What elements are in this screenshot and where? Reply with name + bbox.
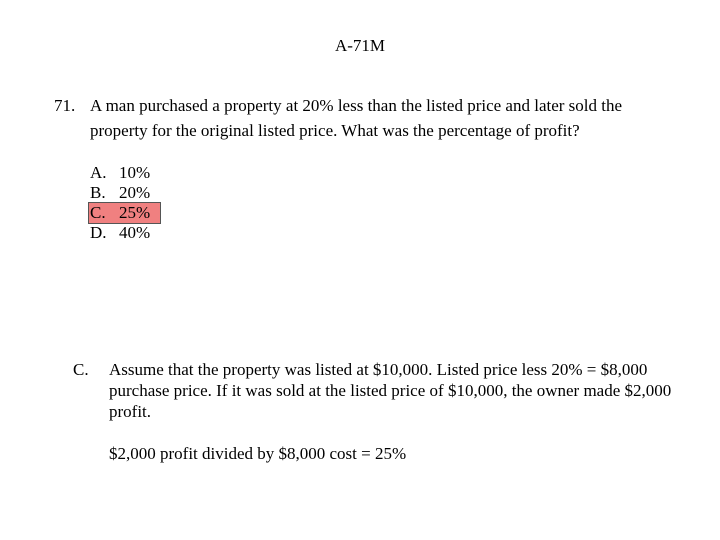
option-letter: D. xyxy=(90,223,107,242)
slide-title: A-71M xyxy=(334,36,386,55)
question-block: 71. A man purchased a property at 20% le… xyxy=(54,93,674,143)
option-c-highlighted: C. 25% xyxy=(88,202,161,224)
option-value: 40% xyxy=(119,223,151,242)
option-value: 10% xyxy=(119,163,151,182)
option-letter: B. xyxy=(90,183,106,202)
answer-letter: C. xyxy=(73,360,89,379)
option-letter: A. xyxy=(90,163,107,182)
option-value: 25% xyxy=(119,203,151,222)
answer-calculation: $2,000 profit divided by $8,000 cost = 2… xyxy=(109,444,407,463)
option-d: D. 40% xyxy=(90,223,160,243)
answer-explanation: C. Assume that the property was listed a… xyxy=(73,359,673,464)
answer-options: A. 10% B. 20% C. 25% D. 40% xyxy=(88,163,161,243)
answer-explanation-text: Assume that the property was listed at $… xyxy=(109,360,672,421)
option-a: A. 10% xyxy=(90,163,160,183)
option-letter: C. xyxy=(90,203,106,222)
question-number: 71. xyxy=(54,96,76,115)
option-b: B. 20% xyxy=(90,183,160,203)
question-text: A man purchased a property at 20% less t… xyxy=(90,96,623,140)
option-value: 20% xyxy=(119,183,151,202)
